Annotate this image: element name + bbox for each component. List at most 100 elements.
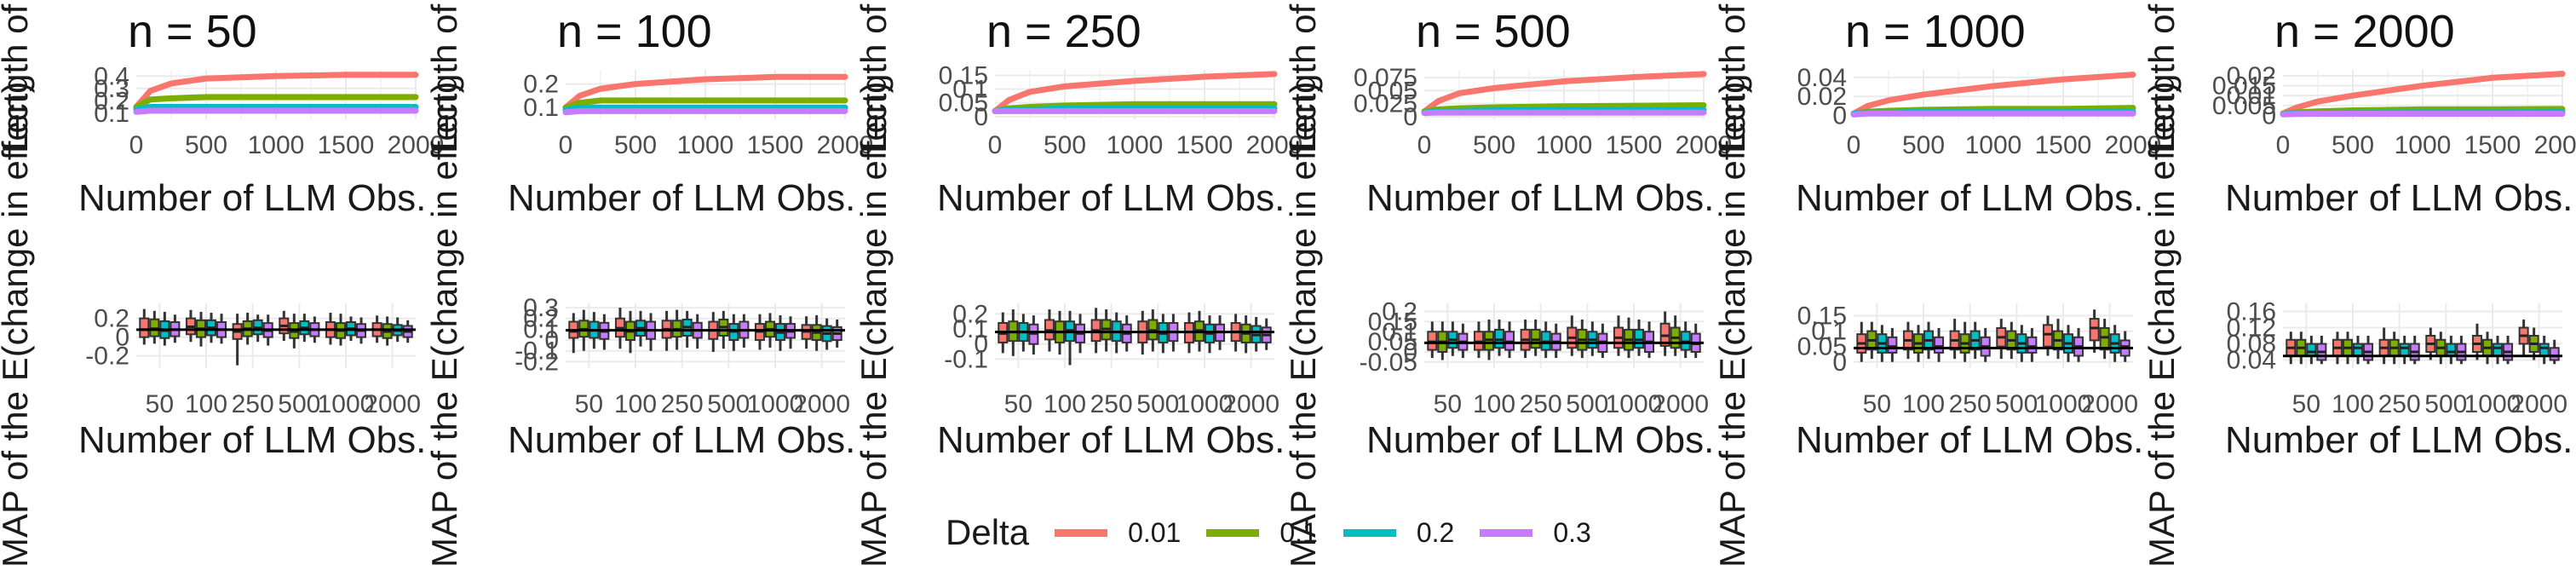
y-tick-label: 0: [2262, 101, 2276, 130]
y-tick-label: 0.1: [523, 315, 559, 343]
y-tick-label: 0: [1403, 103, 1417, 131]
plot-area: 00.050.10.150 500 1000 1500 2000-0.100.10.25…: [939, 61, 1303, 418]
x-tick-label: 500: [614, 131, 657, 159]
y-tick-label: 0: [1832, 349, 1847, 377]
x-tick-label: 50: [1863, 390, 1891, 418]
plot-background: [566, 303, 845, 368]
y-tick-label: 0.4: [94, 62, 129, 90]
series-line: [133, 104, 419, 112]
legend-item: 0.01: [1055, 517, 1181, 549]
facet-panel: n = 2000 Length of Number of LLM Obs. MAP o…: [2142, 0, 2576, 582]
x-tick-label: 2000: [793, 390, 850, 418]
box: [2493, 343, 2504, 357]
y-tick-label: -0.2: [515, 348, 559, 376]
y-tick-label: 0.1: [952, 76, 988, 104]
panel-title: n = 500: [1416, 6, 1571, 57]
x-tick-label: 2000: [1652, 390, 1709, 418]
x-axis-label: Number of LLM Obs.: [1796, 177, 2144, 219]
y-tick-label: 0.08: [2227, 331, 2276, 359]
y-tick-label: 0.2: [94, 305, 129, 333]
series-line: [2280, 71, 2566, 117]
plot-background: [1854, 303, 2133, 368]
x-tick-label: 500: [2332, 131, 2374, 159]
facet-panel: n = 100 Length of Number of LLM Obs. MAP of…: [424, 0, 873, 582]
y-tick-label: -0.2: [85, 343, 129, 371]
legend-item: 0.3: [1480, 517, 1591, 549]
y-tick-label: 0: [974, 331, 988, 359]
panel-title: n = 50: [128, 6, 257, 57]
y-tick-label: 0.1: [523, 94, 559, 122]
x-tick-label: 1000: [1606, 390, 1663, 418]
y-tick-label: 0.2: [952, 300, 988, 328]
x-tick-label: 1500: [2035, 131, 2092, 159]
x-tick-label: 100: [2332, 390, 2374, 418]
x-tick-label: 2000: [2081, 390, 2138, 418]
legend-swatch: [1206, 528, 1260, 537]
x-tick-label: 1500: [318, 131, 375, 159]
y-tick-label: 0.15: [1797, 302, 1847, 330]
x-tick-label: 500: [2424, 390, 2467, 418]
panel-title: n = 100: [557, 6, 712, 57]
box: [2549, 347, 2560, 361]
box: [139, 317, 150, 338]
y-tick-label: 0.075: [1354, 64, 1417, 92]
box: [2027, 336, 2038, 354]
y-tick-label: 0.2: [94, 87, 129, 115]
y-tick-label: 0.3: [94, 75, 129, 103]
x-tick-label: 500: [185, 131, 227, 159]
y-tick-label: 0.2: [523, 305, 559, 333]
x-tick-label: 0: [129, 131, 144, 159]
y-tick-label: 0.1: [1811, 318, 1847, 346]
y-tick-label: 0.005: [2212, 92, 2276, 120]
legend-item: 0.1: [1206, 516, 1318, 549]
x-tick-label: 1000: [2464, 390, 2521, 418]
plot-background: [136, 303, 416, 368]
x-tick-label: 500: [1995, 390, 2038, 418]
x-tick-label: 250: [232, 390, 274, 418]
series-line: [2280, 111, 2566, 118]
x-tick-label: 1000: [1107, 131, 1164, 159]
y-tick-label: 0.2: [1382, 298, 1417, 326]
x-tick-label: 0: [1847, 131, 1861, 159]
plot-background: [2283, 303, 2562, 368]
series-line: [133, 94, 419, 110]
plot-area: 0.10.20 500 1000 1500 2000-0.2-0.100.10.20.3…: [515, 70, 873, 418]
y-tick-label: 0.015: [2212, 72, 2276, 101]
x-tick-label: 250: [1520, 390, 1562, 418]
x-tick-label: 1500: [1606, 131, 1663, 159]
x-axis-label: Number of LLM Obs.: [1796, 419, 2144, 461]
panel-title: n = 2000: [2274, 6, 2455, 57]
x-tick-label: 2000: [1676, 131, 1733, 159]
x-axis-label: Number of LLM Obs.: [508, 419, 856, 461]
y-tick-label: 0: [1403, 338, 1417, 366]
x-tick-label: 1000: [318, 390, 375, 418]
legend-swatch: [1055, 528, 1108, 537]
legend-swatch: [1480, 528, 1533, 537]
y-tick-label: 0.1: [1382, 318, 1417, 346]
x-tick-label: 2000: [388, 131, 445, 159]
x-axis-label: Number of LLM Obs.: [1366, 419, 1715, 461]
y-tick-label: 0: [544, 326, 559, 354]
x-tick-label: 50: [146, 390, 174, 418]
x-tick-label: 1500: [1176, 131, 1233, 159]
y-tick-label: 0: [974, 103, 988, 131]
legend-label: 0.01: [1128, 516, 1182, 548]
legend-title: Delta: [946, 512, 1030, 552]
x-tick-label: 50: [575, 390, 603, 418]
series-line: [1850, 110, 2136, 118]
y-tick-label: 0.3: [523, 294, 559, 322]
y-tick-label: 0.05: [939, 89, 988, 118]
y-tick-label: 0.04: [2227, 347, 2276, 375]
plot-background: [1424, 303, 1704, 368]
x-axis-label: Number of LLM Obs.: [78, 177, 427, 219]
x-tick-label: 0: [1417, 131, 1432, 159]
x-axis-label: Number of LLM Obs.: [2225, 419, 2573, 461]
x-axis-label: Number of LLM Obs.: [508, 177, 856, 219]
box: [2089, 318, 2100, 342]
legend-label: 0.1: [1279, 516, 1318, 548]
x-tick-label: 100: [1902, 390, 1945, 418]
y-tick-label: 0.1: [94, 100, 129, 128]
series-line: [562, 107, 848, 116]
x-tick-label: 250: [2378, 390, 2421, 418]
